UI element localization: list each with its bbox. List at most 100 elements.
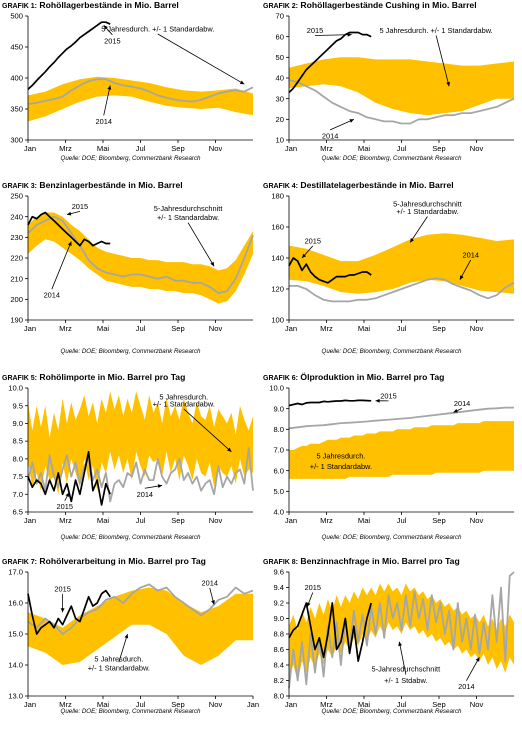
band-5 [28,392,253,495]
chart-title-4: GRAFIK 4: Destillatelagerbestände in Mio… [263,180,519,192]
chart-title-2: GRAFIK 2: Rohöllagerbestände Cushing in … [263,0,519,12]
annotation-5-4: 2015 [57,502,73,511]
arrow-head-3-1 [67,212,71,216]
source-note-1: Quelle: DOE; Bloomberg, Commerzbank Rese… [0,155,261,162]
x-tick-label-6: Jan [285,516,297,525]
y-tick-label-2: 40 [276,74,284,83]
chart-title-3: GRAFIK 3: Benzinlagerbestände in Mio. Ba… [2,180,258,192]
chart-panel-4: GRAFIK 4: Destillatelagerbestände in Mio… [261,180,522,359]
annotation-5-2: +/- 1 Standardabw. [153,399,215,408]
y-tick-label-4: 180 [271,192,284,201]
annotation-6-4: +/- 1 Standardabw. [310,462,372,471]
x-tick-label-2: Mrz [320,144,333,153]
y-tick-label-6: 7.0 [273,446,284,455]
report-page: GRAFIK 1: Rohöllagerbestände in Mio. Bar… [0,0,522,718]
x-tick-label-5: Nov [209,516,223,525]
chart-title-7: GRAFIK 7: Rohölverarbeitung in Mio. Barr… [2,556,258,568]
annotation-3-1: 2015 [72,202,88,211]
annotation-3-4: 2014 [44,291,60,300]
annotation-2-1: 2015 [307,26,323,35]
x-tick-label-3: Nov [209,324,223,333]
annotation-5-3: 2014 [137,490,153,499]
source-note-2: Quelle: DOE; Bloomberg, Commerzbank Rese… [261,155,522,162]
y-tick-label-1: 400 [10,74,23,83]
chart-title-1: GRAFIK 1: Rohöllagerbestände in Mio. Bar… [2,0,258,12]
x-tick-label-4: Mai [358,324,371,333]
annotation-3-3: +/- 1 Standardabw. [157,213,219,222]
band-4 [289,233,514,294]
chart-panel-3: GRAFIK 3: Benzinlagerbestände in Mio. Ba… [0,180,261,359]
y-tick-label-2: 30 [276,94,284,103]
x-tick-label-4: Jul [397,324,407,333]
x-tick-label-1: Nov [209,144,223,153]
y-tick-label-5: 8.5 [12,437,23,446]
y-tick-label-3: 250 [10,192,23,201]
y-tick-label-5: 7.0 [12,490,23,499]
x-tick-label-5: Jul [136,516,146,525]
x-tick-label-5: Mrz [59,516,72,525]
y-tick-label-4: 140 [271,254,284,263]
chart-title-5: GRAFIK 5: Rohölimporte in Mio. Barrel pr… [2,372,258,384]
annotation-6-3: 5 Jahresdurch. [316,452,365,461]
arrow-head-5-3 [158,484,162,488]
y-tick-label-4: 120 [271,285,284,294]
x-tick-label-6: Sep [432,516,446,525]
chart-title-6: GRAFIK 6: Ölproduktion in Mio. Barrel pr… [263,372,519,384]
y-tick-label-4: 100 [271,316,284,325]
y-tick-label-6: 6.0 [273,466,284,475]
y-tick-label-8: 8.2 [273,676,284,685]
y-tick-label-7: 16.0 [8,599,23,608]
x-tick-label-4: Nov [470,324,484,333]
annotation-1-1: 2015 [104,36,120,45]
x-tick-label-3: Jul [136,324,146,333]
y-tick-label-6: 8.0 [273,425,284,434]
x-tick-label-4: Jan [285,324,297,333]
y-tick-label-7: 14.0 [8,661,23,670]
annotation-8-2: 5-Jahresdurchschnitt [372,664,441,673]
x-tick-label-2: Mai [358,144,371,153]
annotation-6-1: 2015 [380,391,396,400]
y-tick-label-2: 50 [276,53,284,62]
annotation-arrow-3-3 [188,223,214,267]
y-tick-label-5: 10.0 [8,384,23,393]
source-note-7: Quelle: DOE; Bloomberg, Commerzbank Rese… [0,708,261,715]
x-tick-label-1: Sep [171,144,185,153]
y-tick-label-2: 60 [276,32,284,41]
x-tick-label-2: Jul [397,144,407,153]
source-row-4: Quelle: DOE; Bloomberg, Commerzbank Rese… [0,708,522,718]
x-tick-label-3: Mai [97,324,110,333]
source-note-8: Quelle: DOE; Bloomberg, Commerzbank Rese… [261,708,522,715]
y-tick-label-1: 350 [10,105,23,114]
y-tick-label-3: 240 [10,212,23,221]
annotation-arrow-1-2 [158,34,245,84]
chart-panel-1: GRAFIK 1: Rohöllagerbestände in Mio. Bar… [0,0,261,179]
y-tick-label-7: 13.0 [8,692,23,701]
annotation-7-1: 2015 [54,585,70,594]
y-tick-label-7: 17.0 [8,568,23,577]
y-tick-label-3: 200 [10,295,23,304]
x-tick-label-6: Mrz [320,516,333,525]
x-tick-label-3: Sep [171,324,185,333]
arrow-head-6-1 [376,399,380,403]
y-tick-label-8: 9.0 [273,614,284,623]
source-note-4: Quelle: DOE; Bloomberg, Commerzbank Rese… [261,348,522,355]
y-tick-label-8: 8.4 [273,661,284,670]
y-tick-label-2: 20 [276,115,284,124]
arrow-head-8-3 [398,642,402,646]
x-tick-label-3: Jan [24,324,36,333]
band-3 [28,213,253,304]
band-1 [28,77,253,122]
source-note-5: Quelle: DOE; Bloomberg, Commerzbank Rese… [0,534,261,541]
y-tick-label-8: 9.4 [273,583,284,592]
x-tick-label-1: Mai [97,144,110,153]
y-tick-label-8: 8.6 [273,645,284,654]
y-tick-label-2: 70 [276,12,284,21]
annotation-2-3: 2014 [322,131,338,140]
source-row-2: Quelle: DOE; Bloomberg, Commerzbank Rese… [0,348,522,358]
y-tick-label-6: 9.0 [273,404,284,413]
